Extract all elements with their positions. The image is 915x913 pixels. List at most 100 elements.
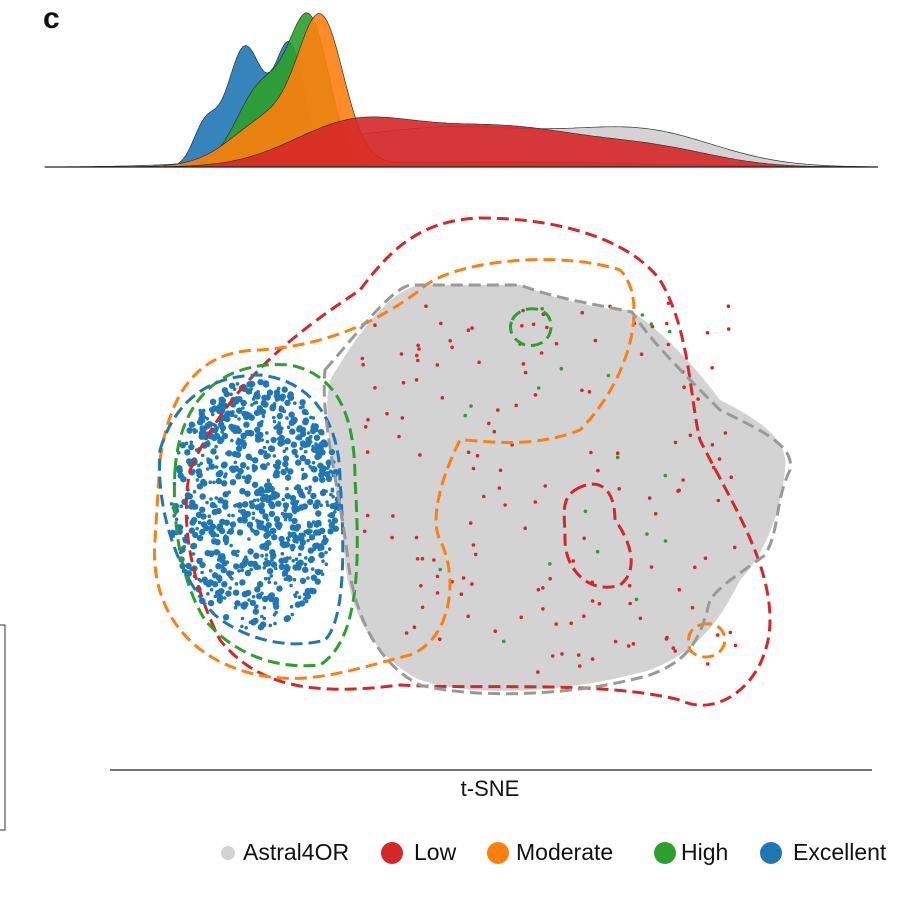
cluster-point [295, 459, 302, 466]
cluster-point [192, 490, 197, 494]
cluster-point [195, 526, 199, 531]
scatter-point [461, 576, 466, 580]
scatter-point [728, 630, 733, 635]
cluster-point [304, 592, 309, 596]
density-curve [45, 116, 878, 168]
cluster-point [179, 442, 186, 449]
scatter-point [440, 396, 445, 400]
cluster-point [307, 498, 314, 506]
cluster-point [222, 491, 229, 498]
scatter-point [466, 614, 470, 619]
cluster-point [262, 401, 269, 408]
scatter-point [639, 352, 644, 357]
scatter-point [676, 489, 680, 493]
cluster-point [244, 510, 251, 518]
density-contour [184, 216, 772, 707]
cluster-point [231, 513, 235, 518]
legend-swatch [654, 842, 676, 864]
cluster-point [209, 553, 214, 557]
cluster-point [244, 477, 251, 484]
cluster-point [276, 412, 283, 420]
scatter-point [597, 601, 602, 606]
cluster-point [262, 616, 267, 621]
cluster-point [220, 430, 224, 434]
cluster-point [267, 576, 271, 581]
scatter-point [559, 366, 564, 371]
scatter-point [438, 567, 443, 572]
scatter-point [726, 304, 731, 309]
cluster-point [329, 502, 336, 510]
cluster-point [202, 415, 207, 420]
cluster-point [276, 386, 281, 391]
cluster-point [289, 604, 294, 609]
cluster-point [254, 400, 259, 405]
cluster-point [311, 444, 315, 449]
cluster-point [282, 573, 286, 577]
cluster-point [239, 579, 246, 586]
cluster-point [251, 594, 256, 599]
cluster-point [308, 488, 312, 492]
cluster-point [222, 398, 227, 403]
cluster-point [221, 461, 228, 468]
cluster-point [251, 516, 256, 521]
legend-label: Excellent [793, 839, 887, 865]
cluster-point [244, 555, 248, 559]
scatter-point [653, 512, 658, 516]
scatter-point [471, 466, 476, 471]
cluster-point [224, 472, 228, 476]
cluster-point [239, 488, 246, 495]
cluster-point [327, 547, 332, 551]
cluster-point [196, 484, 201, 489]
cluster-point [295, 436, 299, 440]
cluster-point [277, 421, 282, 425]
cluster-point [284, 446, 289, 451]
cluster-point [247, 414, 251, 418]
cluster-point [206, 592, 210, 596]
cluster-point [244, 569, 252, 577]
cluster-point [215, 456, 219, 460]
cluster-point [311, 423, 316, 427]
cluster-point [248, 390, 253, 395]
scatter-point [463, 413, 468, 418]
cluster-point [236, 529, 244, 536]
cluster-point [251, 397, 256, 401]
cluster-point [330, 487, 335, 492]
scatter-point [496, 408, 500, 412]
cluster-point [314, 578, 321, 585]
scatter-point [543, 484, 547, 488]
cluster-point [206, 440, 210, 444]
cluster-point [249, 502, 256, 510]
cluster-point [317, 547, 322, 552]
cluster-point [303, 597, 307, 601]
cluster-point [231, 410, 235, 414]
cluster-point [284, 506, 288, 511]
cluster-point [287, 534, 292, 539]
cluster-point [303, 562, 308, 567]
cluster-point [308, 485, 312, 489]
cluster-point [218, 600, 222, 604]
cluster-point [213, 594, 218, 599]
scatter-point [487, 421, 491, 426]
cluster-point [220, 564, 225, 569]
cluster-point [210, 448, 217, 455]
cluster-point [197, 463, 201, 468]
cluster-point [217, 404, 221, 408]
cluster-point [230, 403, 235, 407]
cluster-point [287, 565, 291, 570]
scatter-point [466, 450, 471, 455]
cluster-point [184, 441, 189, 446]
cluster-point [185, 562, 192, 570]
cluster-point [283, 387, 287, 391]
cluster-point [199, 506, 206, 513]
cluster-point [257, 581, 264, 588]
cluster-point [302, 417, 310, 424]
cluster-point [217, 579, 222, 584]
scatter-point [640, 313, 645, 317]
cluster-point [276, 437, 281, 441]
legend-swatch [760, 842, 782, 864]
scatter-point [521, 308, 525, 313]
cluster-point [266, 568, 274, 575]
scatter-point [587, 390, 592, 394]
cluster-point [272, 402, 277, 406]
